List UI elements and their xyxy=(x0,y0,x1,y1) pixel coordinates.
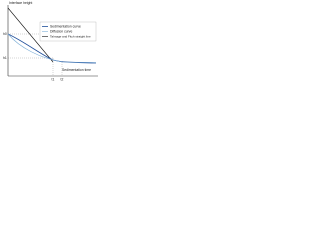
x-axis-label: Sedimentation time xyxy=(62,68,91,72)
y-mark: h1 xyxy=(3,56,7,60)
talmage-fitch-line xyxy=(7,7,54,63)
diagram: Interface height Sedimentation time h0 h… xyxy=(0,0,100,100)
x-mark: t2 xyxy=(61,77,64,81)
x-mark: t1 xyxy=(52,77,55,81)
y-mark: h0 xyxy=(3,32,7,36)
legend-entry: Diffusion curve xyxy=(50,29,72,33)
legend-entry: Talmage and Fitch straight line xyxy=(50,34,91,38)
y-axis-label: Interface height xyxy=(9,1,32,5)
legend-entry: Sedimentation curve xyxy=(50,24,81,28)
legend-box xyxy=(39,21,97,42)
background xyxy=(0,0,100,100)
diffusion-curve xyxy=(7,33,97,63)
